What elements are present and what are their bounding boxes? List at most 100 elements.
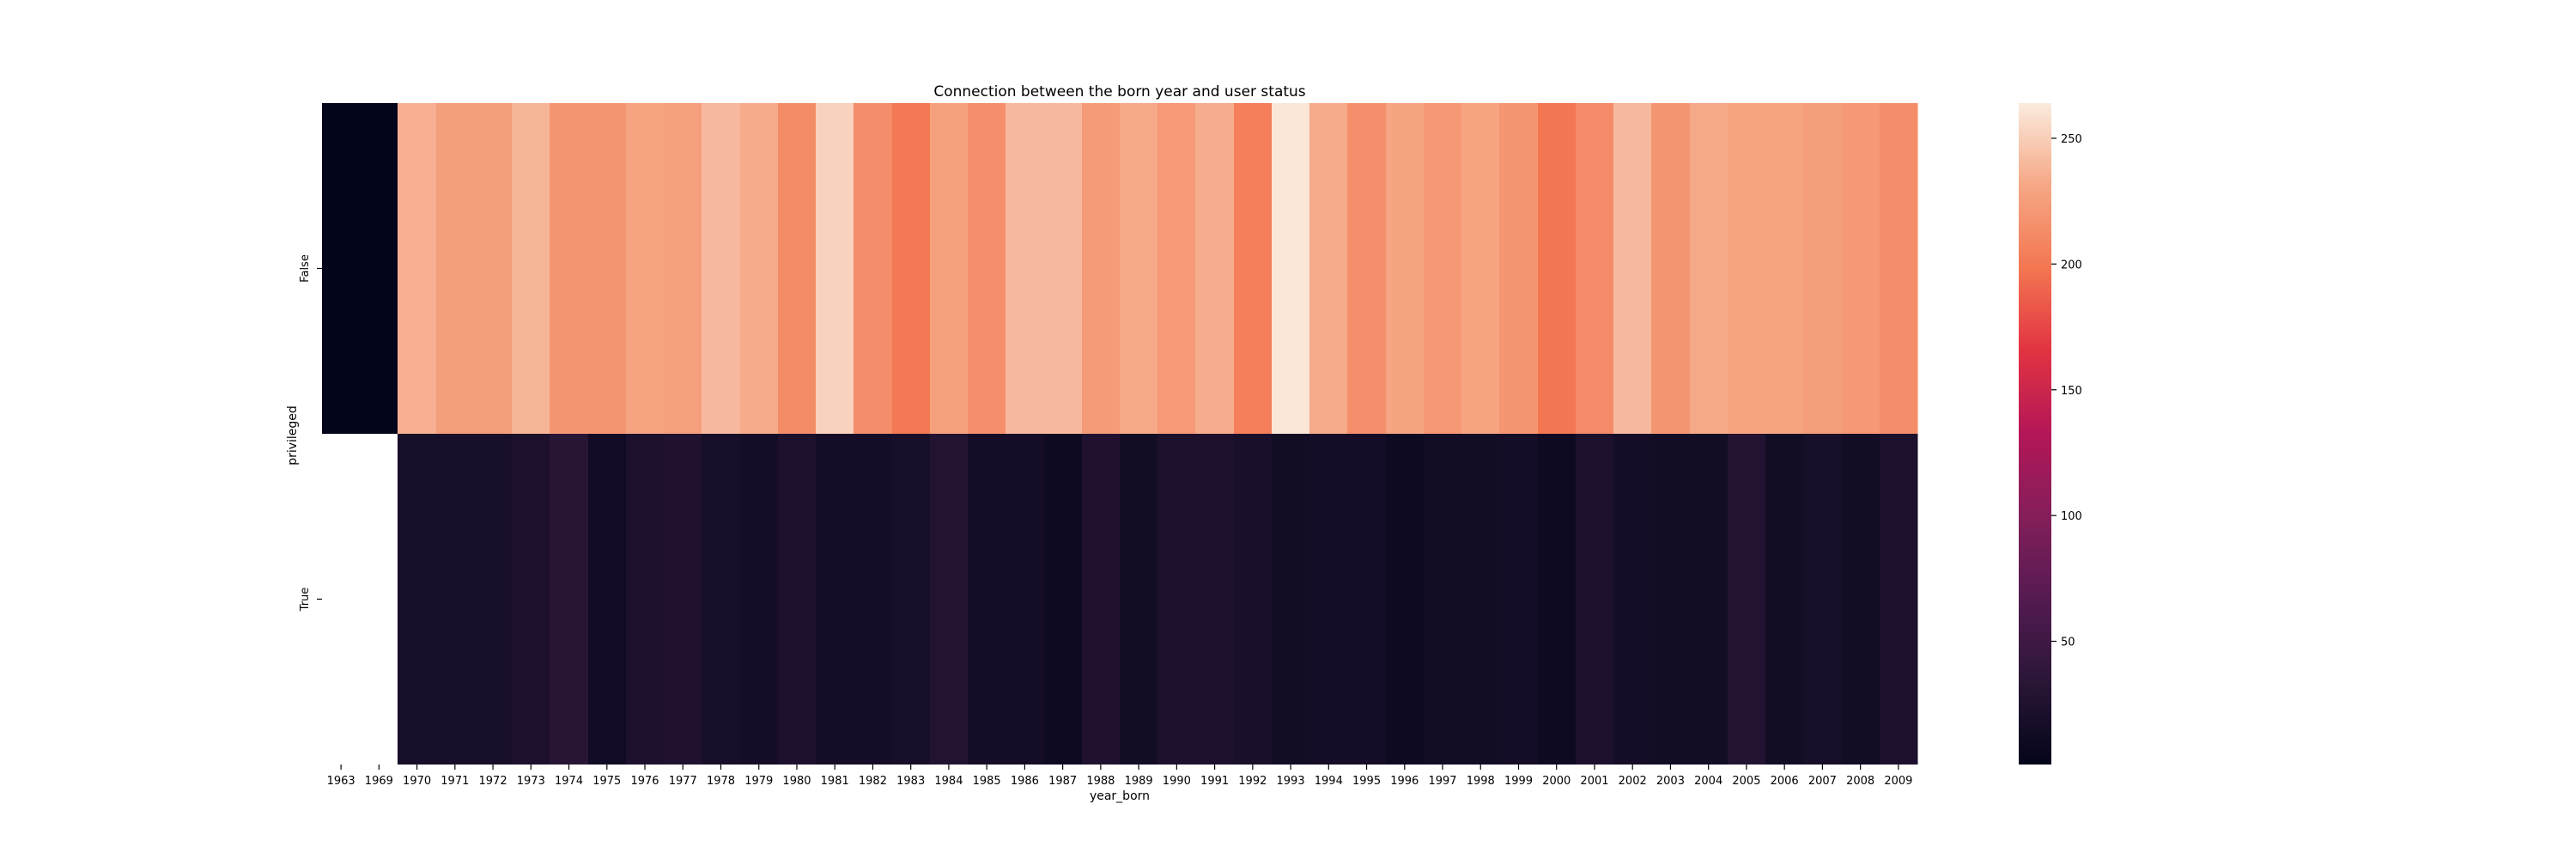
heatmap-cell [1499, 434, 1539, 765]
x-tick-label: 1981 [821, 775, 849, 788]
heatmap-cell [930, 103, 969, 434]
heatmap-cell [588, 103, 627, 434]
heatmap-cell [626, 103, 665, 434]
heatmap-cell [702, 103, 741, 434]
heatmap-cell [1386, 434, 1425, 765]
heatmap-cell [1538, 434, 1577, 765]
y-tick-label: False [299, 254, 312, 283]
heatmap-cell [1272, 434, 1310, 765]
heatmap-cell [1613, 103, 1652, 434]
heatmap-cell [512, 434, 550, 765]
heatmap-cell [436, 103, 475, 434]
heatmap-cell [1690, 434, 1728, 765]
heatmap-cell [550, 103, 589, 434]
x-tick-label: 1985 [973, 775, 1001, 788]
colorbar-tick-label: 100 [2061, 510, 2082, 523]
heatmap-cell [816, 103, 854, 434]
x-tick-label: 2007 [1808, 775, 1837, 788]
heatmap-cell [1195, 103, 1235, 434]
x-tick-label: 1979 [744, 775, 773, 788]
x-tick-label: 2001 [1580, 775, 1608, 788]
heatmap-cells [322, 103, 1918, 765]
heatmap-cell [892, 103, 931, 434]
x-tick-label: 1991 [1200, 775, 1229, 788]
colorbar-ticks: 50 100 150 200 250 [2051, 133, 2082, 649]
y-tick-label: True [299, 588, 312, 612]
x-tick-label: 1990 [1163, 775, 1191, 788]
heatmap-cell [968, 434, 1006, 765]
x-tick-label: 1983 [896, 775, 925, 788]
heatmap-cell [1082, 103, 1121, 434]
heatmap-cell [664, 103, 702, 434]
heatmap-cell [1309, 103, 1348, 434]
x-tick-label: 1996 [1390, 775, 1419, 788]
heatmap-cell [626, 434, 665, 765]
x-tick-label: 1969 [365, 775, 393, 788]
colorbar-tick-label: 150 [2061, 385, 2082, 398]
x-tick-label: 1982 [859, 775, 887, 788]
colorbar-tick-label: 250 [2061, 133, 2082, 146]
heatmap-cell [474, 434, 513, 765]
heatmap-cell [1044, 434, 1083, 765]
heatmap-cell [360, 103, 398, 434]
x-tick-label: 2005 [1732, 775, 1760, 788]
x-tick-label: 1999 [1504, 775, 1533, 788]
heatmap-cell [1461, 434, 1500, 765]
x-axis-label: year_born [1090, 789, 1150, 803]
heatmap-cell [1728, 103, 1766, 434]
x-tick-label: 1978 [707, 775, 735, 788]
heatmap-cell [1728, 434, 1766, 765]
x-tick-label: 1971 [440, 775, 469, 788]
heatmap-cell [436, 434, 475, 765]
heatmap-cell [398, 434, 437, 765]
heatmap-cell [740, 434, 779, 765]
x-tick-label: 2009 [1884, 775, 1912, 788]
x-tick-label: 2002 [1619, 775, 1647, 788]
heatmap-cell [1386, 103, 1425, 434]
heatmap-cell [1044, 103, 1083, 434]
heatmap-cell [664, 434, 702, 765]
x-tick-label: 1963 [327, 775, 355, 788]
heatmap-cell [1157, 434, 1196, 765]
heatmap-cell [1082, 434, 1121, 765]
heatmap-cell [1347, 103, 1387, 434]
x-tick-label: 1997 [1428, 775, 1456, 788]
heatmap-cell [854, 103, 893, 434]
heatmap-cell [1613, 434, 1652, 765]
heatmap-cell [1234, 103, 1273, 434]
x-tick-label: 1975 [592, 775, 621, 788]
x-tick-label: 1984 [934, 775, 963, 788]
x-tick-label: 1972 [479, 775, 507, 788]
heatmap-cell [588, 434, 627, 765]
heatmap-cell [1765, 103, 1804, 434]
heatmap-cell [1576, 434, 1614, 765]
x-tick-label: 1977 [669, 775, 697, 788]
x-tick-label: 1992 [1238, 775, 1267, 788]
x-tick-label: 1973 [517, 775, 545, 788]
heatmap-cell [1803, 103, 1843, 434]
heatmap-cell [512, 103, 550, 434]
heatmap-cell [1005, 434, 1045, 765]
heatmap-cell [1690, 103, 1728, 434]
heatmap-cell [930, 434, 969, 765]
heatmap-cell [1120, 103, 1158, 434]
x-tick-label: 1998 [1467, 775, 1495, 788]
x-tick-label: 1980 [782, 775, 811, 788]
heatmap-cell [1765, 434, 1804, 765]
heatmap-cell [1461, 103, 1500, 434]
heatmap-cell [1538, 103, 1577, 434]
heatmap-cell [1347, 434, 1387, 765]
x-tick-label: 1986 [1011, 775, 1039, 788]
x-tick-label: 1976 [630, 775, 659, 788]
x-tick-label: 1987 [1048, 775, 1077, 788]
heatmap-cell [1234, 434, 1273, 765]
y-axis-ticks: False True [299, 254, 322, 612]
heatmap-cell [892, 434, 931, 765]
x-tick-label: 2004 [1694, 775, 1722, 788]
heatmap-cell [398, 103, 437, 434]
x-tick-label: 2008 [1846, 775, 1874, 788]
heatmap-cell [702, 434, 741, 765]
x-tick-label: 2006 [1771, 775, 1799, 788]
x-tick-label: 1989 [1125, 775, 1153, 788]
